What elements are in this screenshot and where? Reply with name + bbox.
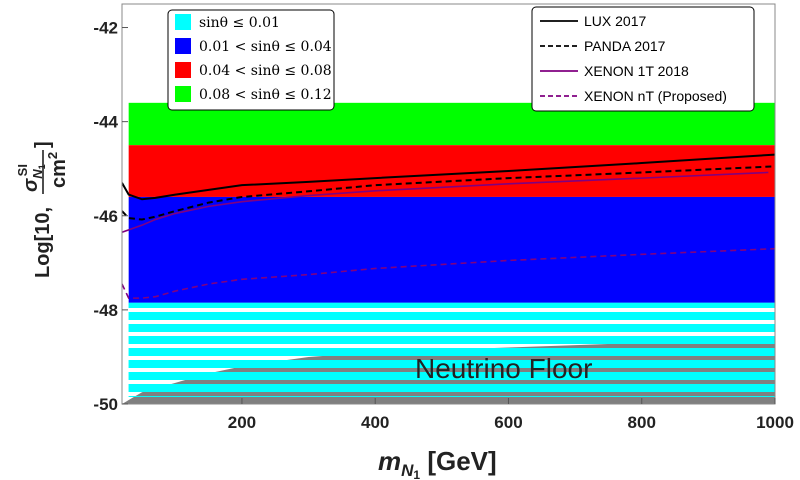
legend-swatch-blue [175, 38, 191, 54]
x-tick-label: 800 [628, 413, 656, 432]
y-axis-label: Log[10, σN1SI cm2 ] [15, 141, 70, 278]
y-axis-label-numerator: σN1SI [15, 164, 47, 192]
x-ticks: 200 400 600 800 1000 [228, 398, 794, 432]
legend-swatch-green [175, 86, 191, 102]
legend-label-blue: 0.01 < sinθ ≤ 0.04 [199, 39, 332, 55]
legend-label-curve-0: LUX 2017 [584, 13, 646, 29]
curve-0 [122, 153, 775, 201]
x-tick-label: 600 [494, 413, 522, 432]
limit-curves-layer [122, 153, 775, 299]
y-tick-label: -46 [93, 207, 118, 226]
y-tick-label: -50 [93, 395, 118, 414]
legend-label-cyan: sinθ ≤ 0.01 [199, 15, 280, 31]
legend-swatch-red [175, 62, 191, 78]
legend-bands-box [167, 9, 335, 111]
y-tick-label: -42 [93, 19, 118, 38]
x-tick-label: 400 [361, 413, 389, 432]
legend-curves: LUX 2017 PANDA 2017 XENON 1T 2018 XENON nT … [531, 6, 755, 112]
curve-2 [122, 171, 769, 233]
y-ticks: -50 -48 -46 -44 -42 [93, 19, 128, 414]
y-axis-label-suffix: ] [32, 141, 54, 148]
curve-1 [122, 165, 775, 221]
x-tick-label: 1000 [756, 413, 794, 432]
plot-frame [121, 3, 776, 405]
legend-curves-items: LUX 2017 PANDA 2017 XENON 1T 2018 XENON nT … [540, 13, 727, 104]
legend-label-curve-2: XENON 1T 2018 [584, 63, 689, 79]
neutrino-floor-label: Neutrino Floor [415, 353, 592, 384]
legend-label-red: 0.04 < sinθ ≤ 0.08 [199, 63, 332, 79]
legend-bands: sinθ ≤ 0.01 0.01 < sinθ ≤ 0.04 0.04 < sinθ… [167, 9, 335, 111]
legend-label-green: 0.08 < sinθ ≤ 0.12 [199, 87, 332, 103]
legend-bands-items: sinθ ≤ 0.01 0.01 < sinθ ≤ 0.04 0.04 < sinθ… [175, 14, 332, 103]
neutrino-floor-layer [122, 302, 775, 404]
y-tick-label: -48 [93, 301, 118, 320]
legend-curves-box [531, 6, 755, 112]
curve-3 [122, 247, 775, 299]
y-axis-label-denominator: cm2 [45, 152, 70, 188]
legend-label-curve-1: PANDA 2017 [584, 38, 666, 54]
legend-swatch-cyan [175, 14, 191, 30]
y-axis-label-prefix: Log[10, [32, 207, 54, 278]
legend-label-curve-3: XENON nT (Proposed) [584, 88, 727, 104]
y-tick-label: -44 [93, 113, 118, 132]
band-cyan-overlay [128, 302, 775, 397]
x-axis-label: mN1 [GeV] [378, 446, 497, 480]
x-tick-label: 200 [228, 413, 256, 432]
band-blue [128, 196, 775, 303]
